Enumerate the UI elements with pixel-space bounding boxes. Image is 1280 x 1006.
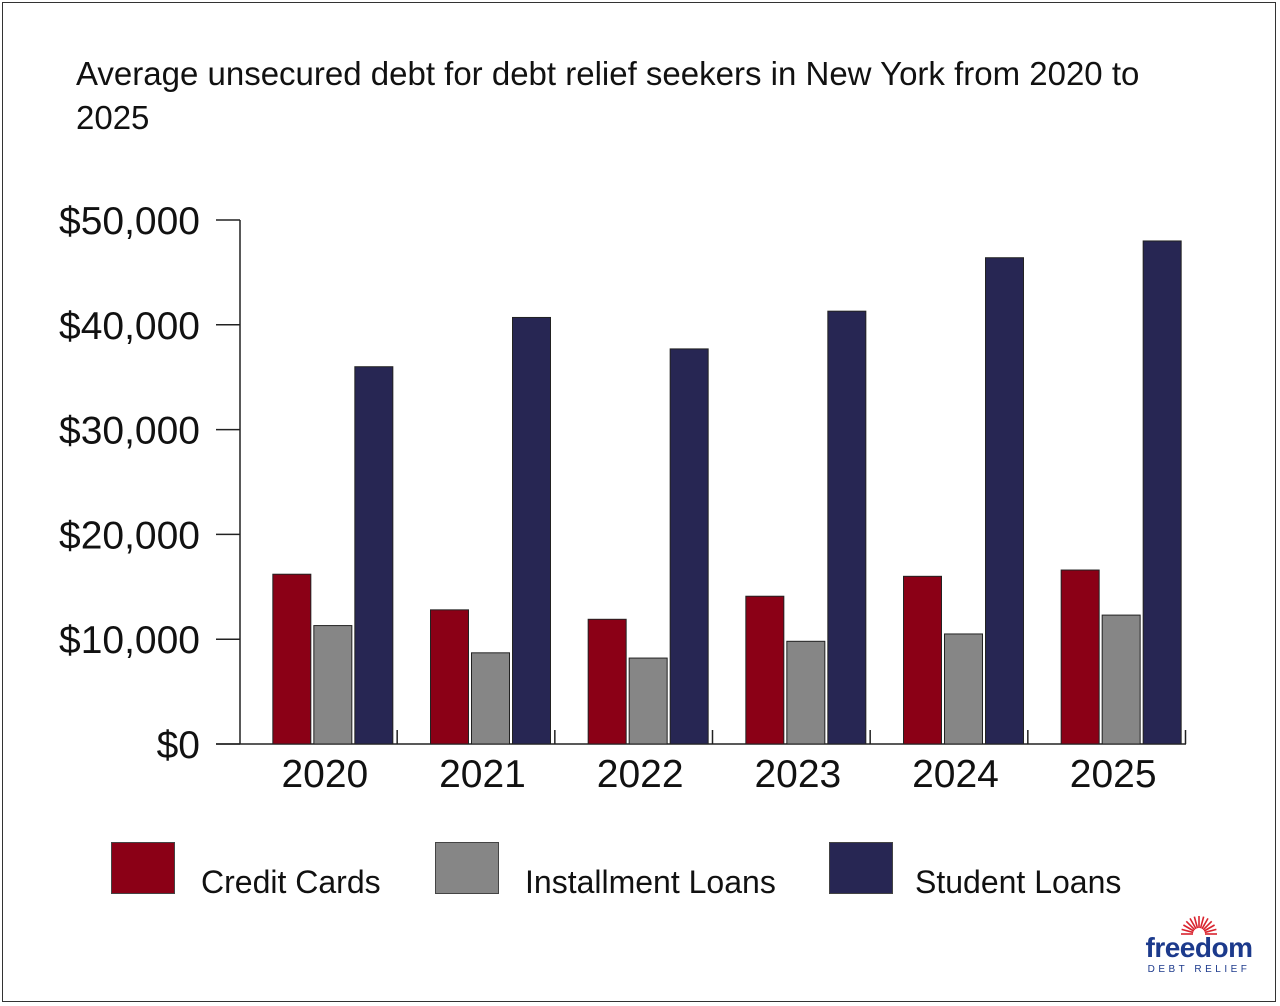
- sunburst-ray: [1203, 924, 1215, 932]
- x-tick-label: 2022: [597, 753, 684, 796]
- bar-installment-loans-2024: [944, 633, 983, 745]
- y-tick-label: $0: [157, 724, 200, 767]
- y-tick-label: $20,000: [59, 514, 200, 557]
- bar-credit-cards-2023: [745, 595, 785, 745]
- sunburst-icon: [1181, 916, 1217, 935]
- chart-title: Average unsecured debt for debt relief s…: [76, 55, 1140, 136]
- bar-installment-loans-2021: [471, 652, 510, 745]
- x-tick-label: 2024: [912, 753, 999, 796]
- logo-wordmark: freedom: [1145, 932, 1253, 963]
- bar-student-loans-2021: [512, 316, 551, 745]
- bar-student-loans-2020: [354, 366, 394, 745]
- sunburst-ray: [1185, 920, 1196, 931]
- x-tick-label: 2021: [439, 753, 526, 796]
- x-tick-label: 2023: [754, 753, 841, 796]
- y-tick-label: $40,000: [59, 305, 200, 348]
- bar-credit-cards-2021: [430, 609, 469, 745]
- y-tick-label: $50,000: [59, 200, 200, 243]
- sunburst-ray: [1189, 918, 1197, 930]
- bar-credit-cards-2020: [272, 573, 312, 745]
- bar-installment-loans-2020: [313, 625, 353, 745]
- sunburst-ray: [1181, 928, 1194, 934]
- bar-student-loans-2024: [985, 257, 1024, 745]
- freedom-debt-relief-logo: freedom DEBT RELIEF: [1134, 912, 1264, 982]
- bar-installment-loans-2022: [628, 657, 668, 745]
- sunburst-ray: [1204, 928, 1217, 934]
- bar-credit-cards-2025: [1060, 569, 1100, 745]
- logo-subtext: DEBT RELIEF: [1147, 964, 1251, 975]
- bar-credit-cards-2022: [587, 618, 627, 745]
- sunburst-ray: [1202, 920, 1213, 931]
- x-tick-label: 2025: [1070, 753, 1157, 796]
- bar-credit-cards-2024: [903, 575, 942, 745]
- sunburst-ray: [1193, 916, 1199, 929]
- bar-installment-loans-2025: [1101, 614, 1141, 745]
- y-tick-label: $30,000: [59, 410, 200, 453]
- sunburst-ray: [1201, 918, 1209, 930]
- y-tick-label: $10,000: [59, 619, 200, 662]
- x-tick-label: 2020: [281, 753, 368, 796]
- bar-student-loans-2025: [1142, 240, 1182, 745]
- sunburst-ray: [1183, 924, 1195, 932]
- bar-student-loans-2023: [827, 310, 867, 745]
- bar-installment-loans-2023: [786, 640, 826, 745]
- sunburst-ray: [1199, 916, 1205, 929]
- bar-student-loans-2022: [669, 348, 709, 745]
